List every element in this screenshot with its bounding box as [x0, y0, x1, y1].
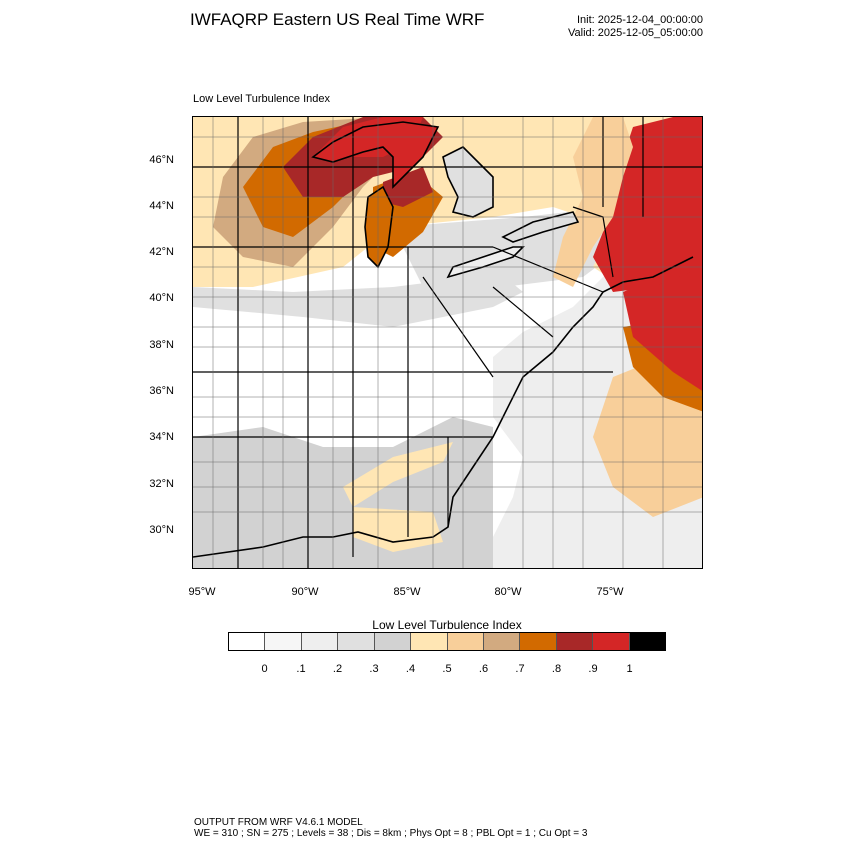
legend-tick-label: .4	[405, 663, 416, 675]
lat-label: 44°N	[149, 200, 174, 212]
lon-label: 75°W	[596, 586, 624, 598]
legend-swatch	[374, 633, 412, 650]
field-red-northeast	[593, 117, 702, 292]
lake-erie	[446, 246, 525, 279]
legend-swatch	[301, 633, 339, 650]
footer-line-1: OUTPUT FROM WRF V4.6.1 MODEL	[194, 817, 363, 828]
lat-label: 42°N	[149, 246, 174, 258]
lake-ontario	[501, 211, 580, 243]
legend-swatch	[556, 633, 594, 650]
legend-title: Low Level Turbulence Index	[372, 618, 522, 632]
lat-label: 46°N	[149, 154, 174, 166]
lon-label: 85°W	[393, 586, 421, 598]
legend-tick-label: .8	[551, 663, 562, 675]
footer-line-2: WE = 310 ; SN = 275 ; Levels = 38 ; Dis …	[194, 828, 588, 839]
lon-label: 80°W	[494, 586, 522, 598]
legend-swatch	[338, 633, 375, 650]
lat-label: 30°N	[149, 524, 174, 536]
legend-swatch	[520, 633, 557, 650]
legend-tick-label: .5	[442, 663, 452, 675]
legend-tick-label: .1	[296, 663, 306, 675]
lat-label: 36°N	[149, 385, 174, 397]
legend-tick-label: .9	[588, 663, 598, 675]
legend-swatch	[629, 633, 666, 650]
lat-label: 38°N	[149, 339, 174, 351]
legend-tick-label: .3	[369, 663, 379, 675]
field-tan-northeast	[553, 117, 633, 287]
panel-title: Low Level Turbulence Index	[193, 93, 330, 105]
valid-time: Valid: 2025-12-05_05:00:00	[568, 27, 703, 39]
legend-swatch	[229, 633, 266, 650]
county-grid	[193, 117, 702, 568]
lon-label: 95°W	[188, 586, 216, 598]
legend-tick-label: .7	[515, 663, 525, 675]
legend-swatch	[265, 633, 302, 650]
legend-tick-label: 0	[261, 663, 268, 675]
chart-title: IWFAQRP Eastern US Real Time WRF	[190, 10, 485, 29]
lat-label: 40°N	[149, 292, 174, 304]
legend-swatch	[483, 633, 521, 650]
legend-swatch	[593, 633, 630, 650]
lat-label: 32°N	[149, 478, 174, 490]
legend-tick-label: .2	[332, 663, 343, 675]
turbulence-map	[193, 117, 702, 568]
lake-superior	[311, 121, 440, 189]
run-info: Init: 2025-12-04_00:00:00 Valid: 2025-12…	[520, 14, 703, 40]
field-pale-southeast	[343, 442, 453, 507]
init-time: Init: 2025-12-04_00:00:00	[577, 14, 703, 26]
legend-colorbar	[228, 632, 666, 651]
field-ocean-red	[623, 257, 702, 391]
model-footer: OUTPUT FROM WRF V4.6.1 MODEL WE = 310 ; …	[194, 817, 587, 839]
legend-swatch	[447, 633, 484, 650]
lon-label: 90°W	[291, 586, 319, 598]
field-pale-gulf	[353, 507, 443, 552]
legend-tick-label: .6	[478, 663, 489, 675]
legend-swatch	[411, 633, 448, 650]
legend-tick-label: 1	[626, 663, 633, 675]
lat-label: 34°N	[149, 431, 174, 443]
map-frame	[192, 116, 703, 569]
